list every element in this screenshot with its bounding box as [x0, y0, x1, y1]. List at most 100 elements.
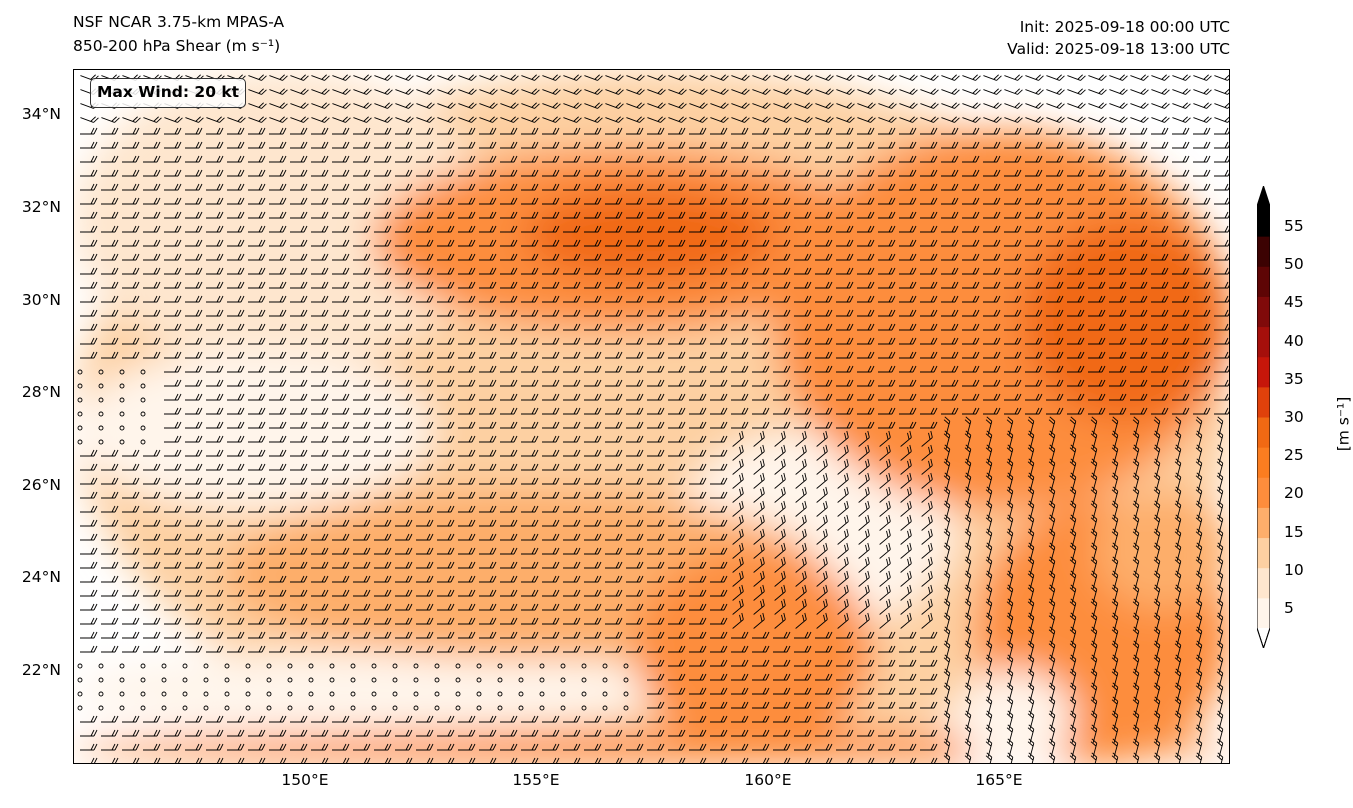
wind-barb — [458, 74, 477, 81]
wind-barb — [353, 74, 372, 81]
wind-barb — [899, 197, 917, 205]
wind-barb — [836, 365, 854, 373]
wind-barb — [542, 155, 560, 163]
wind-barb — [164, 393, 182, 401]
shear-contour — [1024, 220, 1229, 420]
wind-barb — [774, 472, 786, 489]
wind-barb — [689, 155, 707, 163]
wind-barb — [1046, 197, 1064, 205]
wind-barb — [858, 430, 870, 447]
wind-barb — [594, 757, 602, 763]
wind-barb — [836, 729, 854, 737]
wind-barb — [416, 169, 434, 177]
wind-barb — [458, 645, 476, 653]
wind-barb — [122, 197, 140, 205]
wind-barb — [1172, 351, 1190, 359]
wind-barb — [878, 116, 897, 123]
wind-barb — [332, 183, 350, 191]
wind-barb — [878, 715, 896, 723]
wind-barb — [164, 519, 182, 527]
wind-barb — [269, 183, 287, 191]
wind-barb — [752, 141, 770, 149]
calm-wind-marker — [497, 677, 503, 683]
wind-barb — [752, 88, 771, 95]
wind-barb — [143, 295, 161, 303]
wind-barb — [920, 701, 938, 709]
wind-barb — [479, 589, 497, 597]
wind-barb — [710, 463, 728, 471]
wind-barb — [920, 743, 938, 751]
wind-barb — [836, 337, 854, 345]
wind-barb — [731, 645, 749, 653]
wind-barb — [101, 631, 119, 639]
wind-barb — [626, 421, 644, 429]
wind-barb — [815, 421, 833, 429]
wind-barb — [164, 715, 182, 723]
wind-barb — [1088, 323, 1106, 331]
wind-barb — [731, 729, 749, 737]
wind-barb — [122, 561, 140, 569]
calm-wind-marker — [98, 663, 104, 669]
wind-barb — [227, 463, 245, 471]
wind-barb — [185, 603, 203, 611]
wind-barb — [521, 575, 539, 583]
wind-barb — [605, 88, 624, 95]
wind-barb — [689, 169, 707, 177]
wind-barb — [1025, 253, 1043, 261]
wind-barb — [689, 617, 707, 625]
wind-barb — [731, 211, 749, 219]
wind-barb — [206, 211, 224, 219]
wind-barb — [815, 239, 833, 247]
wind-barb — [626, 603, 644, 611]
wind-barb — [395, 603, 413, 611]
wind-barb — [206, 631, 224, 639]
wind-barb — [437, 295, 455, 303]
wind-barb — [605, 211, 623, 219]
wind-barb — [941, 393, 959, 401]
wind-barb — [962, 155, 980, 163]
wind-barb — [521, 88, 540, 95]
wind-barb — [699, 757, 707, 763]
wind-barb — [689, 519, 707, 527]
wind-barb — [710, 169, 728, 177]
calm-wind-marker — [119, 691, 125, 697]
wind-barb — [122, 617, 140, 625]
wind-barb — [836, 116, 855, 123]
wind-barb — [668, 477, 686, 485]
wind-barb — [521, 102, 540, 109]
wind-barb — [668, 659, 686, 667]
wind-barb — [836, 169, 854, 177]
wind-barb — [647, 253, 665, 261]
wind-barb — [941, 407, 959, 415]
wind-barb — [941, 365, 959, 373]
wind-barb — [626, 309, 644, 317]
wind-barb — [710, 715, 728, 723]
wind-barb — [1193, 74, 1212, 81]
wind-barb — [1025, 88, 1044, 95]
calm-wind-marker — [476, 663, 482, 669]
wind-barb — [1151, 281, 1169, 289]
wind-barb — [815, 393, 833, 401]
wind-barb — [626, 351, 644, 359]
wind-barb — [731, 281, 749, 289]
wind-barb — [332, 715, 350, 723]
wind-barb — [668, 351, 686, 359]
calm-wind-marker — [77, 383, 83, 389]
wind-barb — [542, 533, 560, 541]
wind-barb — [689, 505, 707, 513]
wind-barb — [647, 183, 665, 191]
wind-barb — [437, 239, 455, 247]
wind-barb — [878, 323, 896, 331]
wind-barb — [143, 127, 161, 135]
wind-barb — [857, 365, 875, 373]
wind-barb — [353, 477, 371, 485]
wind-barb — [836, 407, 854, 415]
wind-barb — [815, 141, 833, 149]
wind-barb — [836, 421, 854, 429]
wind-barb — [773, 155, 791, 163]
wind-barb — [732, 444, 744, 461]
wind-barb — [563, 309, 581, 317]
wind-barb — [983, 102, 1002, 109]
calm-wind-marker — [329, 663, 335, 669]
wind-barb — [311, 519, 329, 527]
